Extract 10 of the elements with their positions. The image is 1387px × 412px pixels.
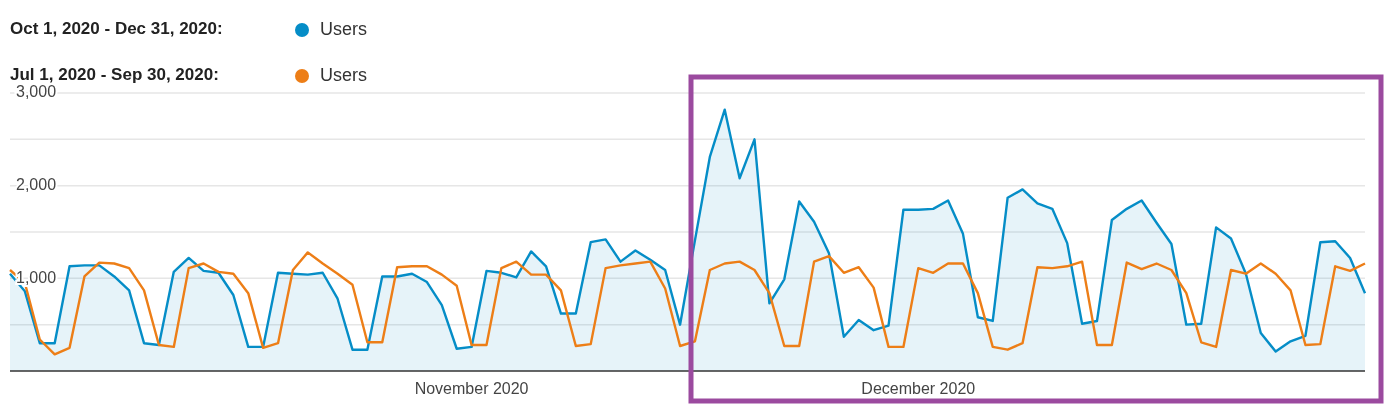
text: Oct 1, 2020 - Dec 31, 2020:	[10, 19, 223, 39]
text: Jul 1, 2020 - Sep 30, 2020:	[10, 65, 219, 85]
y-tick-label: 2,000	[16, 175, 57, 193]
x-tick-label: December 2020	[861, 380, 976, 397]
y-tick-label: 3,000	[16, 83, 57, 101]
y-tick-label: 1,000	[16, 268, 57, 286]
legend-label: Users	[320, 18, 368, 39]
line-series	[8, 251, 1367, 356]
legend-label: Users	[320, 64, 368, 85]
x-tick-label: November 2020	[414, 380, 529, 397]
